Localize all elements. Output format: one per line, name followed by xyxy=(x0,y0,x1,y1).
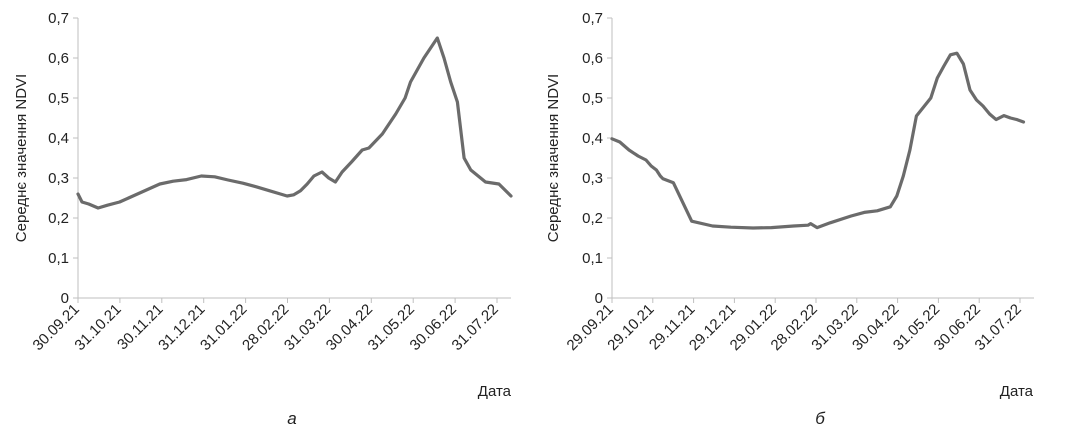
chart1-x-axis-title: Дата xyxy=(478,383,512,400)
chart2-y-tick-label: 0,4 xyxy=(582,130,603,147)
chart2-y-tick-label: 0,1 xyxy=(582,250,603,267)
chart1-y-tick-label: 0 xyxy=(61,290,69,307)
chart2-y-tick-label: 0,3 xyxy=(582,170,603,187)
chart1-y-tick-label: 0,2 xyxy=(48,210,69,227)
chart1-panel-label: а xyxy=(287,409,296,428)
chart2-y-tick-label: 0,2 xyxy=(582,210,603,227)
chart1-y-tick-label: 0,3 xyxy=(48,170,69,187)
chart1-y-tick-label: 0,4 xyxy=(48,130,69,147)
chart1-y-tick-label: 0,1 xyxy=(48,250,69,267)
chart1-series-line-1 xyxy=(76,36,513,210)
chart2-y-tick-label: 0,5 xyxy=(582,90,603,107)
chart1-y-tick-label: 0,6 xyxy=(48,50,69,67)
chart1-y-axis-title: Середнє значення NDVI xyxy=(13,74,30,242)
chart1-y-tick-label: 0,5 xyxy=(48,90,69,107)
chart2-x-axis-title: Дата xyxy=(1000,383,1034,400)
chart1-x-tick-label: 31.10.21 xyxy=(71,301,124,354)
chart2-y-tick-label: 0 xyxy=(595,290,603,307)
chart1-y-tick-label: 0,7 xyxy=(48,10,69,27)
chart1-x-tick-label: 31.07.22 xyxy=(449,301,502,354)
chart2-series-line-1 xyxy=(610,51,1026,230)
chart2-y-tick-label: 0,7 xyxy=(582,10,603,27)
chart2-y-axis-title: Середнє значення NDVI xyxy=(545,74,562,242)
chart2-y-tick-label: 0,6 xyxy=(582,50,603,67)
chart2-panel-label: б xyxy=(815,409,826,428)
